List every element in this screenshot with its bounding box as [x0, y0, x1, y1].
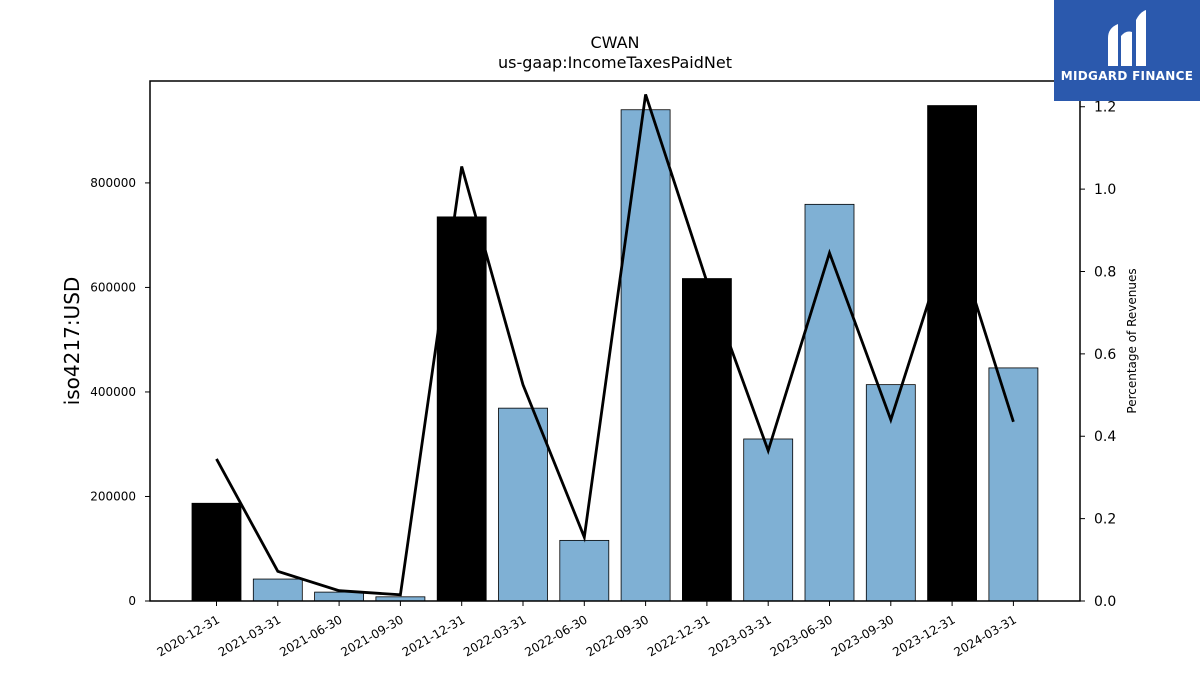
- y-axis-right: 0.0 0.2 0.4 0.6 0.8 1.0 1.2: [1080, 100, 1116, 610]
- bar-2021-12-31: [436, 216, 487, 602]
- y-axis-left: 0 200000 400000 600000 800000: [90, 176, 150, 608]
- x-tick-label: 2024-03-31: [951, 612, 1018, 659]
- y2-tick-label: 0.4: [1094, 429, 1116, 445]
- logo-text: MIDGARD FINANCE: [1060, 69, 1194, 83]
- x-tick-label: 2022-03-31: [461, 612, 528, 659]
- x-tick-label: 2023-09-30: [829, 612, 896, 659]
- y-tick-label: 0: [128, 594, 136, 608]
- y2-tick-label: 0.0: [1094, 594, 1116, 610]
- y2-axis-label: Percentage of Revenues: [1125, 268, 1139, 413]
- x-tick-label: 2022-09-30: [584, 612, 651, 659]
- y-tick-label: 400000: [90, 385, 136, 399]
- bars-group: [191, 105, 1039, 602]
- bar-2021-03-31: [252, 578, 303, 602]
- x-tick-label: 2022-12-31: [645, 612, 712, 659]
- bar-2020-12-31: [191, 502, 242, 602]
- x-axis: 2020-12-312021-03-312021-06-302021-09-30…: [155, 601, 1019, 659]
- x-tick-label: 2021-12-31: [400, 612, 467, 659]
- y2-tick-label: 0.8: [1094, 264, 1116, 280]
- bar-2023-12-31: [927, 105, 977, 602]
- x-tick-label: 2021-03-31: [216, 612, 283, 659]
- y2-tick-label: 1.0: [1094, 182, 1116, 198]
- plot-frame: [149, 80, 1081, 602]
- bar-2024-03-31: [988, 367, 1039, 602]
- bar-2023-03-31: [743, 438, 794, 602]
- bar-2022-03-31: [498, 407, 548, 602]
- x-tick-label: 2020-12-31: [155, 612, 222, 659]
- x-tick-label: 2023-12-31: [890, 612, 957, 659]
- chart-subtitle: us-gaap:IncomeTaxesPaidNet: [498, 53, 732, 72]
- chart-title: CWAN: [590, 33, 639, 52]
- bar-2022-09-30: [620, 109, 671, 602]
- y2-tick-label: 1.2: [1094, 100, 1116, 116]
- x-tick-label: 2023-06-30: [768, 612, 835, 659]
- y-tick-label: 800000: [90, 176, 136, 190]
- y2-tick-label: 0.2: [1094, 512, 1116, 528]
- y-tick-label: 200000: [90, 489, 136, 503]
- line-group: [215, 93, 1015, 597]
- bar-2023-06-30: [804, 203, 855, 602]
- bar-2021-06-30: [314, 591, 365, 602]
- x-tick-label: 2022-06-30: [522, 612, 589, 659]
- x-tick-label: 2021-06-30: [277, 612, 344, 659]
- bar-2022-06-30: [559, 539, 610, 602]
- y-axis-label: iso4217:USD: [60, 277, 84, 406]
- x-tick-label: 2021-09-30: [338, 612, 405, 659]
- midgard-finance-logo: MIDGARD FINANCE: [1054, 0, 1200, 101]
- logo-mark-icon: [1108, 10, 1146, 66]
- y-tick-label: 600000: [90, 280, 136, 294]
- bar-2022-12-31: [682, 278, 732, 602]
- percentage-line: [215, 93, 1015, 597]
- x-tick-label: 2023-03-31: [706, 612, 773, 659]
- y2-tick-label: 0.6: [1094, 347, 1116, 363]
